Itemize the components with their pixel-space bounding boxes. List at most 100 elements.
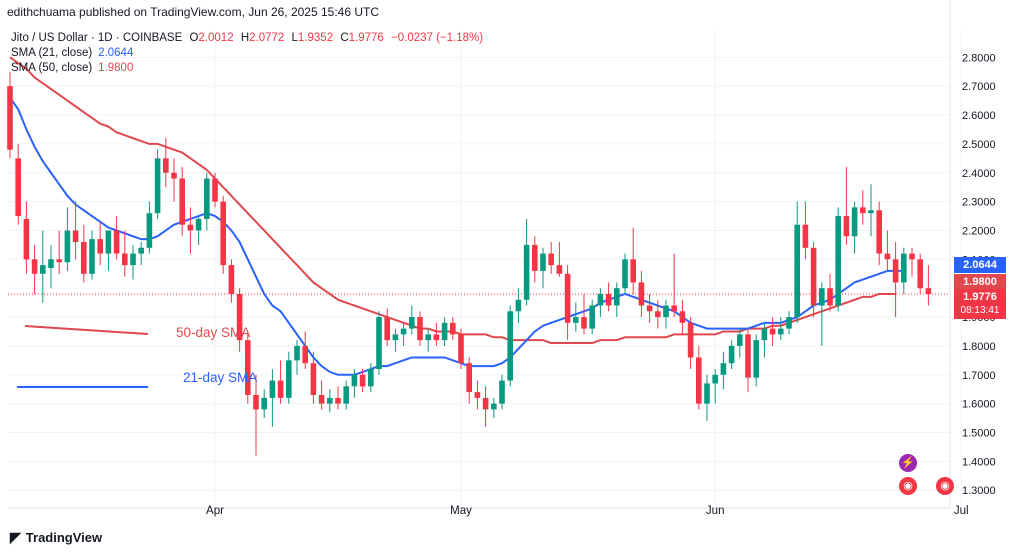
sma50-line-group — [9, 56, 896, 345]
candle-body — [802, 224, 809, 248]
candle — [236, 288, 243, 352]
candle-body — [491, 403, 497, 410]
candle — [474, 380, 481, 410]
candle-body — [794, 224, 800, 318]
candle-body — [532, 244, 538, 271]
sma21-annotation: 21-day SMA — [183, 370, 258, 385]
sma50-legend-row[interactable]: SMA (50, close) 1.9800 — [11, 61, 483, 76]
economic-event-icon[interactable]: ◉ — [899, 477, 917, 495]
candle — [310, 351, 317, 404]
candle — [228, 259, 235, 303]
candle — [89, 230, 95, 280]
candle-body — [860, 207, 866, 214]
y-tick-label: 2.5000 — [962, 139, 996, 151]
y-tick-label: 2.8000 — [962, 52, 996, 64]
candle-body — [343, 386, 349, 404]
candle — [204, 172, 210, 231]
candle — [122, 230, 128, 277]
price-axis[interactable]: 1.30001.40001.50001.60001.70001.80001.90… — [962, 52, 996, 497]
candle-body — [737, 334, 743, 346]
candle — [810, 242, 817, 318]
candle — [64, 207, 71, 271]
candle-body — [810, 247, 817, 306]
close-price-tag: 1.9776 — [954, 289, 1006, 305]
candle — [392, 328, 399, 352]
candle-body — [89, 239, 95, 274]
candle-body — [704, 383, 710, 404]
tradingview-logo[interactable]: ◤ TradingView — [10, 529, 102, 546]
candle-body — [286, 360, 292, 398]
candle-body — [64, 230, 71, 263]
high-label: H — [240, 32, 250, 44]
candle — [761, 322, 768, 358]
candle — [909, 247, 915, 277]
candle — [212, 172, 218, 208]
candle-body — [696, 357, 702, 404]
y-tick-label: 2.2000 — [962, 225, 996, 237]
chart-grid — [8, 0, 962, 509]
sma50-line — [9, 56, 896, 345]
candle-body — [335, 397, 341, 404]
candle — [884, 230, 891, 271]
economic-event-icon-2[interactable]: ◉ — [936, 477, 954, 495]
lightning-icon[interactable]: ⚡ — [899, 454, 917, 472]
candle-body — [753, 340, 759, 378]
y-tick-label: 1.4000 — [962, 456, 996, 468]
candle-body — [540, 253, 546, 271]
y-tick-label: 1.7000 — [962, 370, 996, 382]
candle — [138, 242, 144, 266]
candle-body — [7, 86, 13, 150]
sma21-legend-row[interactable]: SMA (21, close) 2.0644 — [11, 46, 483, 61]
x-tick-label: May — [450, 505, 472, 517]
candle-body — [359, 374, 366, 387]
candle — [581, 293, 587, 335]
candle — [376, 311, 382, 375]
candle-body — [556, 265, 563, 274]
candle-body — [113, 230, 120, 254]
candles-group — [7, 71, 932, 456]
candle-body — [901, 253, 907, 283]
candle — [851, 201, 858, 254]
candle-body — [253, 394, 259, 410]
candle — [548, 242, 554, 274]
candle-body — [163, 158, 169, 173]
candle — [515, 288, 522, 323]
y-tick-label: 1.8000 — [962, 341, 996, 353]
sma50-value: 1.9800 — [98, 62, 134, 74]
time-axis[interactable]: Apr May Jun Jul — [206, 505, 969, 517]
candle — [696, 345, 702, 410]
candle — [745, 328, 751, 393]
candle — [368, 363, 374, 393]
candle-body — [925, 288, 932, 294]
candle-body — [138, 247, 144, 254]
candle — [163, 138, 169, 188]
symbol-row[interactable]: Jito / US Dollar · 1D · COINBASE O2.0012… — [11, 31, 483, 46]
candle — [40, 230, 46, 303]
candle — [400, 322, 407, 346]
candle-body — [728, 345, 735, 364]
candle-body — [228, 265, 235, 294]
candle-body — [400, 328, 407, 335]
candle — [507, 305, 513, 387]
y-tick-label: 2.6000 — [962, 110, 996, 122]
candle — [146, 201, 153, 254]
candle-body — [433, 334, 440, 341]
candle — [622, 253, 628, 294]
candle — [97, 221, 103, 266]
close-label: C — [340, 32, 349, 44]
candle-body — [745, 334, 751, 378]
candle-body — [827, 288, 833, 306]
sma21-price-tag: 2.0644 — [954, 257, 1006, 273]
candle — [728, 340, 735, 370]
candle-body — [564, 273, 571, 323]
candle-body — [638, 282, 645, 306]
candle-body — [368, 369, 374, 387]
candle — [187, 207, 194, 254]
sma21-line-group — [9, 97, 904, 376]
candle — [433, 322, 440, 346]
candle-body — [179, 178, 185, 225]
candle-body — [392, 334, 399, 341]
sma21-label: SMA (21, close) — [11, 47, 93, 59]
candle-body — [384, 317, 390, 341]
